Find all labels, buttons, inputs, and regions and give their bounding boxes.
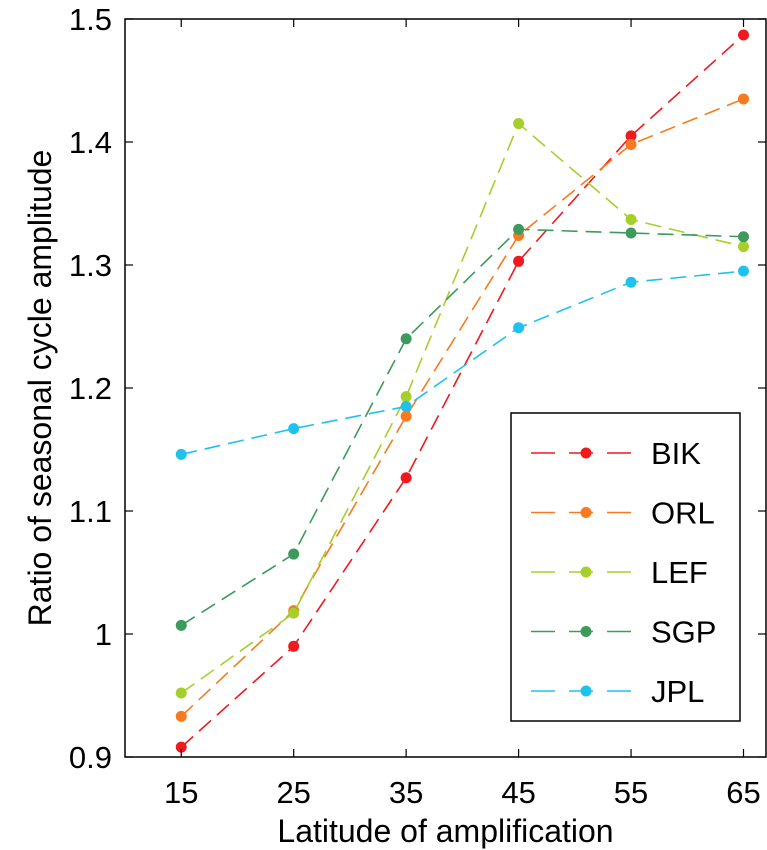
series-line-bik xyxy=(180,34,745,748)
legend-label: LEF xyxy=(651,555,708,590)
legend-box xyxy=(510,412,741,722)
data-point-lef xyxy=(400,391,412,403)
x-tick-label: 55 xyxy=(614,775,648,810)
data-point-lef xyxy=(175,687,187,699)
legend-label: BIK xyxy=(651,436,701,471)
data-point-bik xyxy=(175,741,187,753)
y-tick-label: 0.9 xyxy=(69,740,112,775)
data-point-sgp xyxy=(738,231,750,243)
legend-item-bik: BIK xyxy=(531,436,701,471)
data-point-jpl xyxy=(400,400,412,412)
series-line-jpl xyxy=(181,270,744,456)
y-tick-label: 1.2 xyxy=(69,371,112,406)
legend-marker xyxy=(580,566,592,578)
series-orl xyxy=(175,93,750,722)
x-tick-label: 25 xyxy=(276,775,310,810)
legend-marker xyxy=(580,447,592,459)
series-line-orl xyxy=(180,98,744,717)
legend-item-jpl: JPL xyxy=(531,674,704,709)
legend-label: SGP xyxy=(651,615,716,650)
x-tick-label: 45 xyxy=(501,775,535,810)
data-point-sgp xyxy=(175,619,187,631)
series-jpl xyxy=(175,265,750,460)
series-lef xyxy=(175,118,750,699)
data-point-bik xyxy=(288,640,300,652)
data-point-sgp xyxy=(288,548,300,560)
legend-marker xyxy=(580,507,592,518)
data-point-orl xyxy=(625,138,637,150)
y-tick-label: 1.4 xyxy=(69,125,112,160)
legend: BIK ORL LEF SGP JPL xyxy=(510,412,741,722)
series-line-sgp xyxy=(180,228,744,627)
data-point-orl xyxy=(738,93,750,105)
data-point-jpl xyxy=(513,322,525,334)
data-point-lef xyxy=(288,607,300,619)
data-point-jpl xyxy=(288,423,300,435)
legend-items: BIK ORL LEF SGP JPL xyxy=(531,436,716,709)
data-point-sgp xyxy=(625,227,637,239)
data-point-bik xyxy=(513,255,525,267)
x-axis-label: Latitude of amplification xyxy=(277,813,613,849)
x-tick-label: 65 xyxy=(726,775,760,810)
data-point-orl xyxy=(175,710,187,722)
data-point-bik xyxy=(625,130,637,142)
legend-item-lef: LEF xyxy=(531,555,708,590)
data-point-sgp xyxy=(513,223,525,235)
data-point-orl xyxy=(400,410,412,422)
data-point-bik xyxy=(400,472,412,484)
x-tick-label: 15 xyxy=(164,775,198,810)
legend-label: ORL xyxy=(651,496,715,531)
y-axis-label: Ratio of seasonal cycle amplitude xyxy=(22,150,58,627)
data-point-lef xyxy=(738,241,750,253)
data-point-jpl xyxy=(175,448,187,460)
data-point-sgp xyxy=(400,333,412,345)
series-sgp xyxy=(175,223,750,631)
legend-item-orl: ORL xyxy=(531,496,715,531)
data-point-jpl xyxy=(625,276,637,288)
data-point-jpl xyxy=(738,265,750,277)
y-tick-label: 1.3 xyxy=(69,248,112,283)
legend-label: JPL xyxy=(651,674,704,709)
data-point-lef xyxy=(513,118,525,130)
series-bik xyxy=(175,29,750,753)
tick-layer: 15 25 35 45 55 65 0.9 1 1.1 1.2 1.3 1.4 1.5 xyxy=(69,2,766,810)
x-tick-label: 35 xyxy=(389,775,423,810)
data-point-lef xyxy=(625,213,637,225)
legend-marker xyxy=(580,685,592,697)
y-tick-label: 1 xyxy=(95,617,112,652)
series-line-lef xyxy=(180,122,744,694)
data-point-bik xyxy=(738,29,750,41)
legend-marker xyxy=(580,626,592,637)
legend-item-sgp: SGP xyxy=(531,615,716,650)
series-layer xyxy=(175,29,750,753)
y-tick-label: 1.1 xyxy=(69,494,112,529)
y-tick-label: 1.5 xyxy=(69,2,112,37)
